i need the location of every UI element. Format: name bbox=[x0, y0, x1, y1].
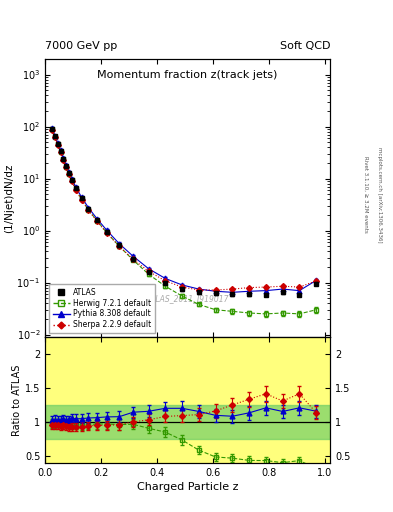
Bar bbox=[45, 405, 330, 439]
Legend: ATLAS, Herwig 7.2.1 default, Pythia 8.308 default, Sherpa 2.2.9 default: ATLAS, Herwig 7.2.1 default, Pythia 8.30… bbox=[49, 284, 155, 333]
X-axis label: Charged Particle z: Charged Particle z bbox=[137, 482, 239, 493]
Text: Soft QCD: Soft QCD bbox=[280, 41, 330, 51]
Text: Rivet 3.1.10, ≥ 3.2M events: Rivet 3.1.10, ≥ 3.2M events bbox=[363, 156, 368, 233]
Text: ATLAS_2011_I919017: ATLAS_2011_I919017 bbox=[147, 294, 229, 304]
Y-axis label: Ratio to ATLAS: Ratio to ATLAS bbox=[12, 365, 22, 436]
Text: Momentum fraction z(track jets): Momentum fraction z(track jets) bbox=[97, 70, 278, 80]
Y-axis label: (1/Njet)dN/dz: (1/Njet)dN/dz bbox=[4, 163, 14, 232]
Text: 7000 GeV pp: 7000 GeV pp bbox=[45, 41, 118, 51]
Text: mcplots.cern.ch [arXiv:1306.3436]: mcplots.cern.ch [arXiv:1306.3436] bbox=[377, 147, 382, 242]
